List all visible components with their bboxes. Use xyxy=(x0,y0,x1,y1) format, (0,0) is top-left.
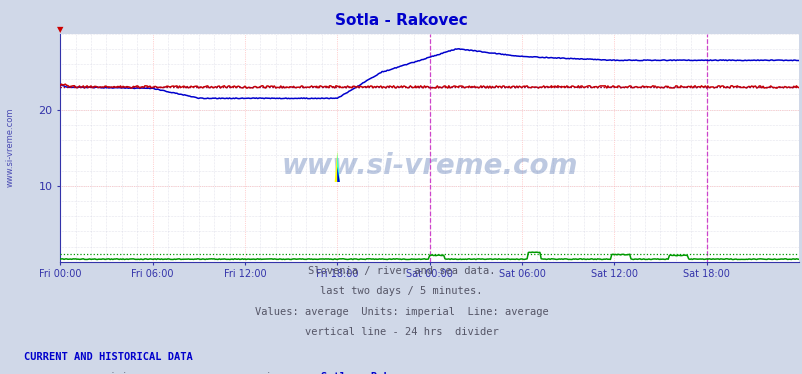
Text: ▼: ▼ xyxy=(57,25,63,34)
Text: Values: average  Units: imperial  Line: average: Values: average Units: imperial Line: av… xyxy=(254,307,548,317)
Polygon shape xyxy=(337,151,339,182)
Text: now:: now: xyxy=(40,372,63,374)
Text: average:: average: xyxy=(176,372,224,374)
Text: vertical line - 24 hrs  divider: vertical line - 24 hrs divider xyxy=(304,327,498,337)
Text: maximum:: maximum: xyxy=(249,372,296,374)
Text: CURRENT AND HISTORICAL DATA: CURRENT AND HISTORICAL DATA xyxy=(24,352,192,362)
Text: Slovenia / river and sea data.: Slovenia / river and sea data. xyxy=(307,266,495,276)
Text: last two days / 5 minutes.: last two days / 5 minutes. xyxy=(320,286,482,296)
Text: www.si-vreme.com: www.si-vreme.com xyxy=(6,108,15,187)
Text: www.si-vreme.com: www.si-vreme.com xyxy=(281,152,577,180)
Polygon shape xyxy=(334,151,339,182)
Text: minimum:: minimum: xyxy=(104,372,152,374)
Text: Sotla - Rakovec: Sotla - Rakovec xyxy=(334,13,468,28)
Text: Sotla - Rakovec: Sotla - Rakovec xyxy=(321,372,415,374)
Polygon shape xyxy=(337,167,339,182)
